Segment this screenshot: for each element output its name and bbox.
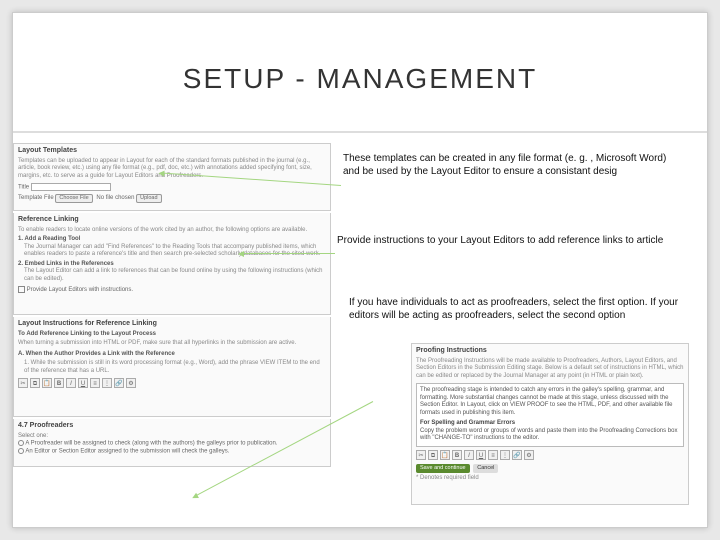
radio2[interactable] [18,448,24,454]
radio1[interactable] [18,440,24,446]
cut-icon[interactable]: ✂ [416,450,426,460]
item2: 2. Embed Links in the References [18,261,326,269]
numlist-icon[interactable]: ⋮ [500,450,510,460]
underline-icon[interactable]: U [78,378,88,388]
shot-layout-instructions: Layout Instructions for Reference Linkin… [13,317,331,417]
bold-icon[interactable]: B [452,450,462,460]
sub: To Add Reference Linking to the Layout P… [18,331,326,339]
shot-proofreaders: 4.7 Proofreaders Select one: A Proofread… [13,419,331,467]
code-icon[interactable]: ⚙ [126,378,136,388]
divider [13,131,707,133]
heading: Layout Instructions for Reference Linkin… [18,320,326,329]
no-file-chosen: No file chosen [96,195,134,201]
list-icon[interactable]: ≡ [90,378,100,388]
shot-reference-linking: Reference Linking To enable readers to l… [13,213,331,315]
body2-h: For Spelling and Grammar Errors [420,420,680,428]
italic-icon[interactable]: I [464,450,474,460]
desc: The Proofreading Instructions will be ma… [416,358,684,381]
body2: Copy the problem word or groups of words… [420,428,680,443]
title-label: Title [18,185,29,191]
p2: A. When the Author Provides a Link with … [18,351,326,359]
item1: 1. Add a Reading Tool [18,236,326,244]
item2-desc: The Layout Editor can add a link to refe… [24,268,326,283]
opt2: An Editor or Section Editor assigned to … [25,449,229,455]
desc: Templates can be uploaded to appear in L… [18,158,326,181]
required-note: * Denotes required field [416,475,684,483]
cut-icon[interactable]: ✂ [18,378,28,388]
cancel-button[interactable]: Cancel [473,464,498,473]
editor-toolbar: ✂ ⧉ 📋 B I U ≡ ⋮ 🔗 ⚙ [18,378,326,388]
link-icon[interactable]: 🔗 [512,450,522,460]
title-input[interactable] [31,183,111,191]
choose-file-button[interactable]: Choose File [55,194,92,203]
page-title: SETUP - MANAGEMENT [13,63,707,95]
body1: The proofreading stage is intended to ca… [420,387,680,417]
copy-icon[interactable]: ⧉ [30,378,40,388]
copy-icon[interactable]: ⧉ [428,450,438,460]
checkbox-label: Provide Layout Editors with instructions… [27,287,133,293]
item1-desc: The Journal Manager can add "Find Refere… [24,244,326,259]
shot-proofing-instructions: Proofing Instructions The Proofreading I… [411,343,689,505]
editor-box: The proofreading stage is intended to ca… [416,383,684,447]
bold-icon[interactable]: B [54,378,64,388]
note-templates: These templates can be created in any fi… [343,153,683,178]
desc: To enable readers to locate online versi… [18,227,326,235]
note-reference: Provide instructions to your Layout Edit… [337,235,677,248]
numlist-icon[interactable]: ⋮ [102,378,112,388]
paste-icon[interactable]: 📋 [42,378,52,388]
list-icon[interactable]: ≡ [488,450,498,460]
heading: Reference Linking [18,216,326,225]
note-proofreaders: If you have individuals to act as proofr… [349,297,699,322]
heading: Layout Templates [18,147,326,156]
save-button[interactable]: Save and continue [416,464,470,473]
link-icon[interactable]: 🔗 [114,378,124,388]
underline-icon[interactable]: U [476,450,486,460]
upload-button[interactable]: Upload [136,194,161,203]
code-icon[interactable]: ⚙ [524,450,534,460]
sub: Select one: [18,433,326,441]
slide: SETUP - MANAGEMENT Layout Templates Temp… [12,12,708,528]
file-label: Template File [18,195,54,201]
shot-layout-templates: Layout Templates Templates can be upload… [13,143,331,211]
heading: Proofing Instructions [416,347,684,356]
p1: When turning a submission into HTML or P… [18,340,326,348]
heading: 4.7 Proofreaders [18,422,326,431]
editor-toolbar2: ✂ ⧉ 📋 B I U ≡ ⋮ 🔗 ⚙ [416,450,684,460]
checkbox[interactable] [18,286,25,293]
arrow-reference [243,253,335,254]
italic-icon[interactable]: I [66,378,76,388]
paste-icon[interactable]: 📋 [440,450,450,460]
opt1: A Proofreader will be assigned to check … [25,441,277,447]
p3: 1. While the submission is still in its … [24,360,326,375]
